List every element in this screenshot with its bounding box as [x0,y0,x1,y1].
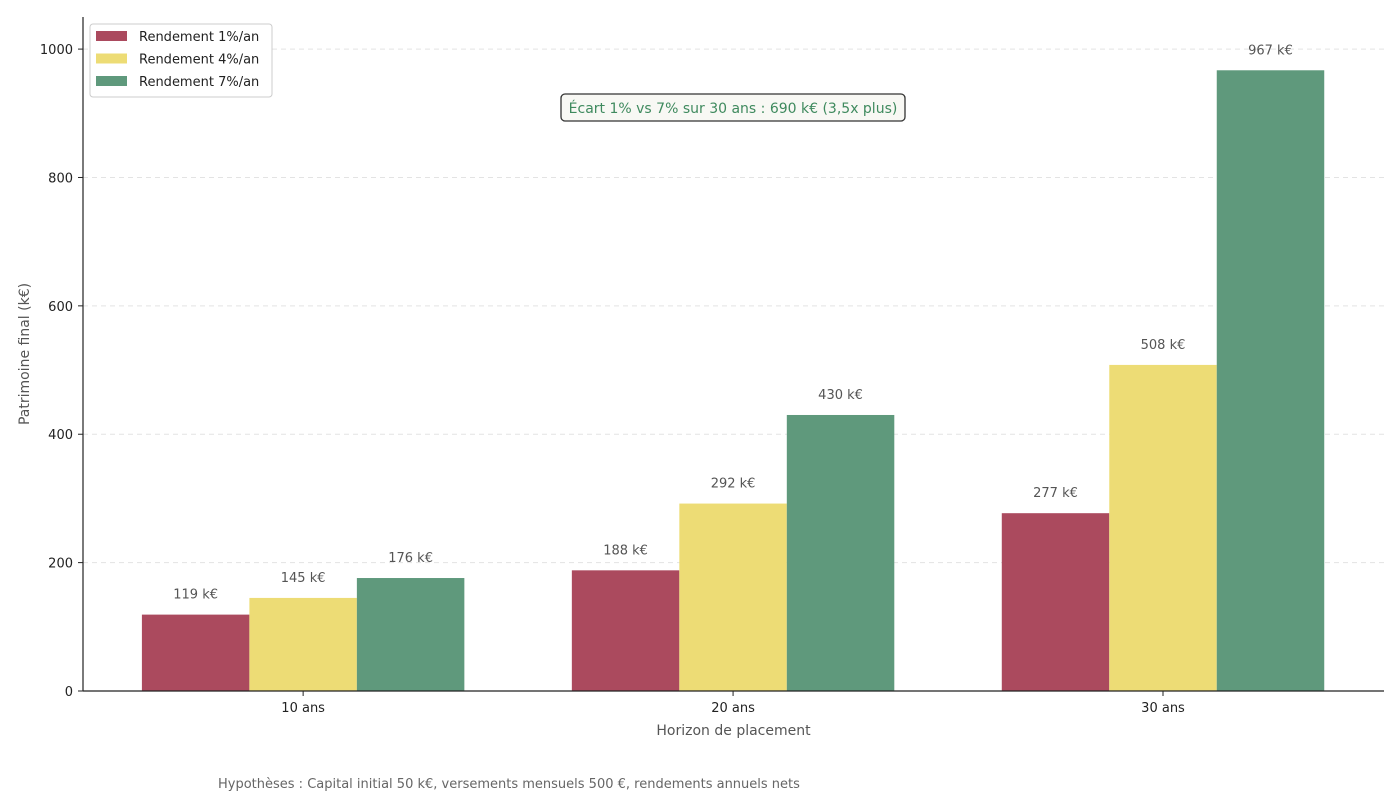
y-tick-label: 600 [48,300,73,315]
y-axis-label: Patrimoine final (k€) [17,283,33,425]
annotation-box [560,93,906,122]
data-label: 277 k€ [1033,486,1078,501]
bar [786,414,895,691]
y-tick-label: 200 [48,557,73,572]
x-axis-label: Horizon de placement [656,723,811,739]
legend-label: Rendement 7%/an [139,75,259,90]
y-tick-label: 0 [65,685,73,700]
data-label: 145 k€ [281,571,326,586]
y-tick-label: 800 [48,171,73,186]
legend-label: Rendement 1%/an [139,30,259,45]
bar [141,614,250,691]
legend-swatch [96,53,127,64]
bar [1216,70,1325,692]
data-label: 508 k€ [1141,338,1186,353]
legend-swatch [96,76,127,86]
data-label: 292 k€ [711,477,756,492]
bar [249,597,357,691]
y-tick-label: 400 [48,428,73,443]
legend-swatch [96,31,127,41]
x-tick-label: 10 ans [281,701,325,716]
footnote: Hypothèses : Capital initial 50 k€, vers… [218,777,800,792]
data-label: 967 k€ [1248,43,1293,58]
data-label: 176 k€ [388,551,433,566]
legend-box [89,23,273,98]
legend-label: Rendement 4%/an [139,53,259,68]
bar [679,503,787,691]
bar [356,578,465,691]
x-tick-label: 20 ans [711,701,755,716]
data-label: 430 k€ [818,388,863,403]
annotation-text: Écart 1% vs 7% sur 30 ans : 690 k€ (3,5x… [569,100,898,117]
x-tick-label: 30 ans [1141,701,1185,716]
data-label: 119 k€ [173,588,218,603]
bar [1001,513,1110,691]
bar [1109,364,1217,691]
y-tick-label: 1000 [40,43,73,58]
bar [571,570,680,691]
data-label: 188 k€ [603,543,648,558]
